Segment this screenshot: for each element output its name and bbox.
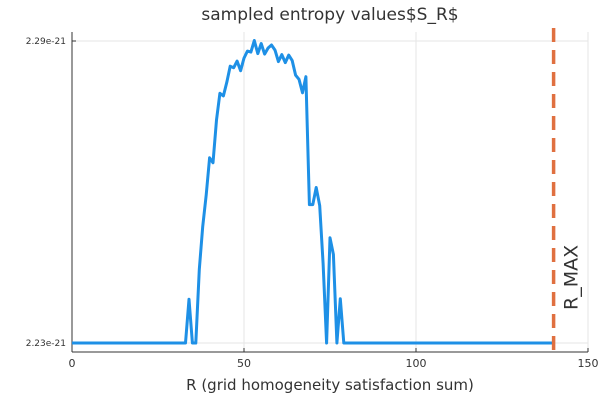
x-tick-label: 100 [406, 357, 427, 370]
data-layer [72, 39, 554, 345]
axes: 0 50 100 150 2.23e-21 2.29e-21 [26, 32, 599, 370]
series-line [72, 39, 554, 345]
rmax-label: R_MAX [561, 245, 583, 310]
x-tick-label: 0 [69, 357, 76, 370]
x-axis-label: R (grid homogeneity satisfaction sum) [186, 376, 474, 394]
chart-title: sampled entropy values$S_R$ [201, 5, 458, 25]
y-tick-label: 2.29e-21 [26, 37, 66, 47]
annotation-layer: R_MAX [551, 28, 583, 352]
grid [71, 32, 589, 352]
x-tick-label: 150 [578, 357, 599, 370]
x-tick-label: 50 [237, 357, 251, 370]
y-tick-label: 2.23e-21 [26, 339, 66, 349]
